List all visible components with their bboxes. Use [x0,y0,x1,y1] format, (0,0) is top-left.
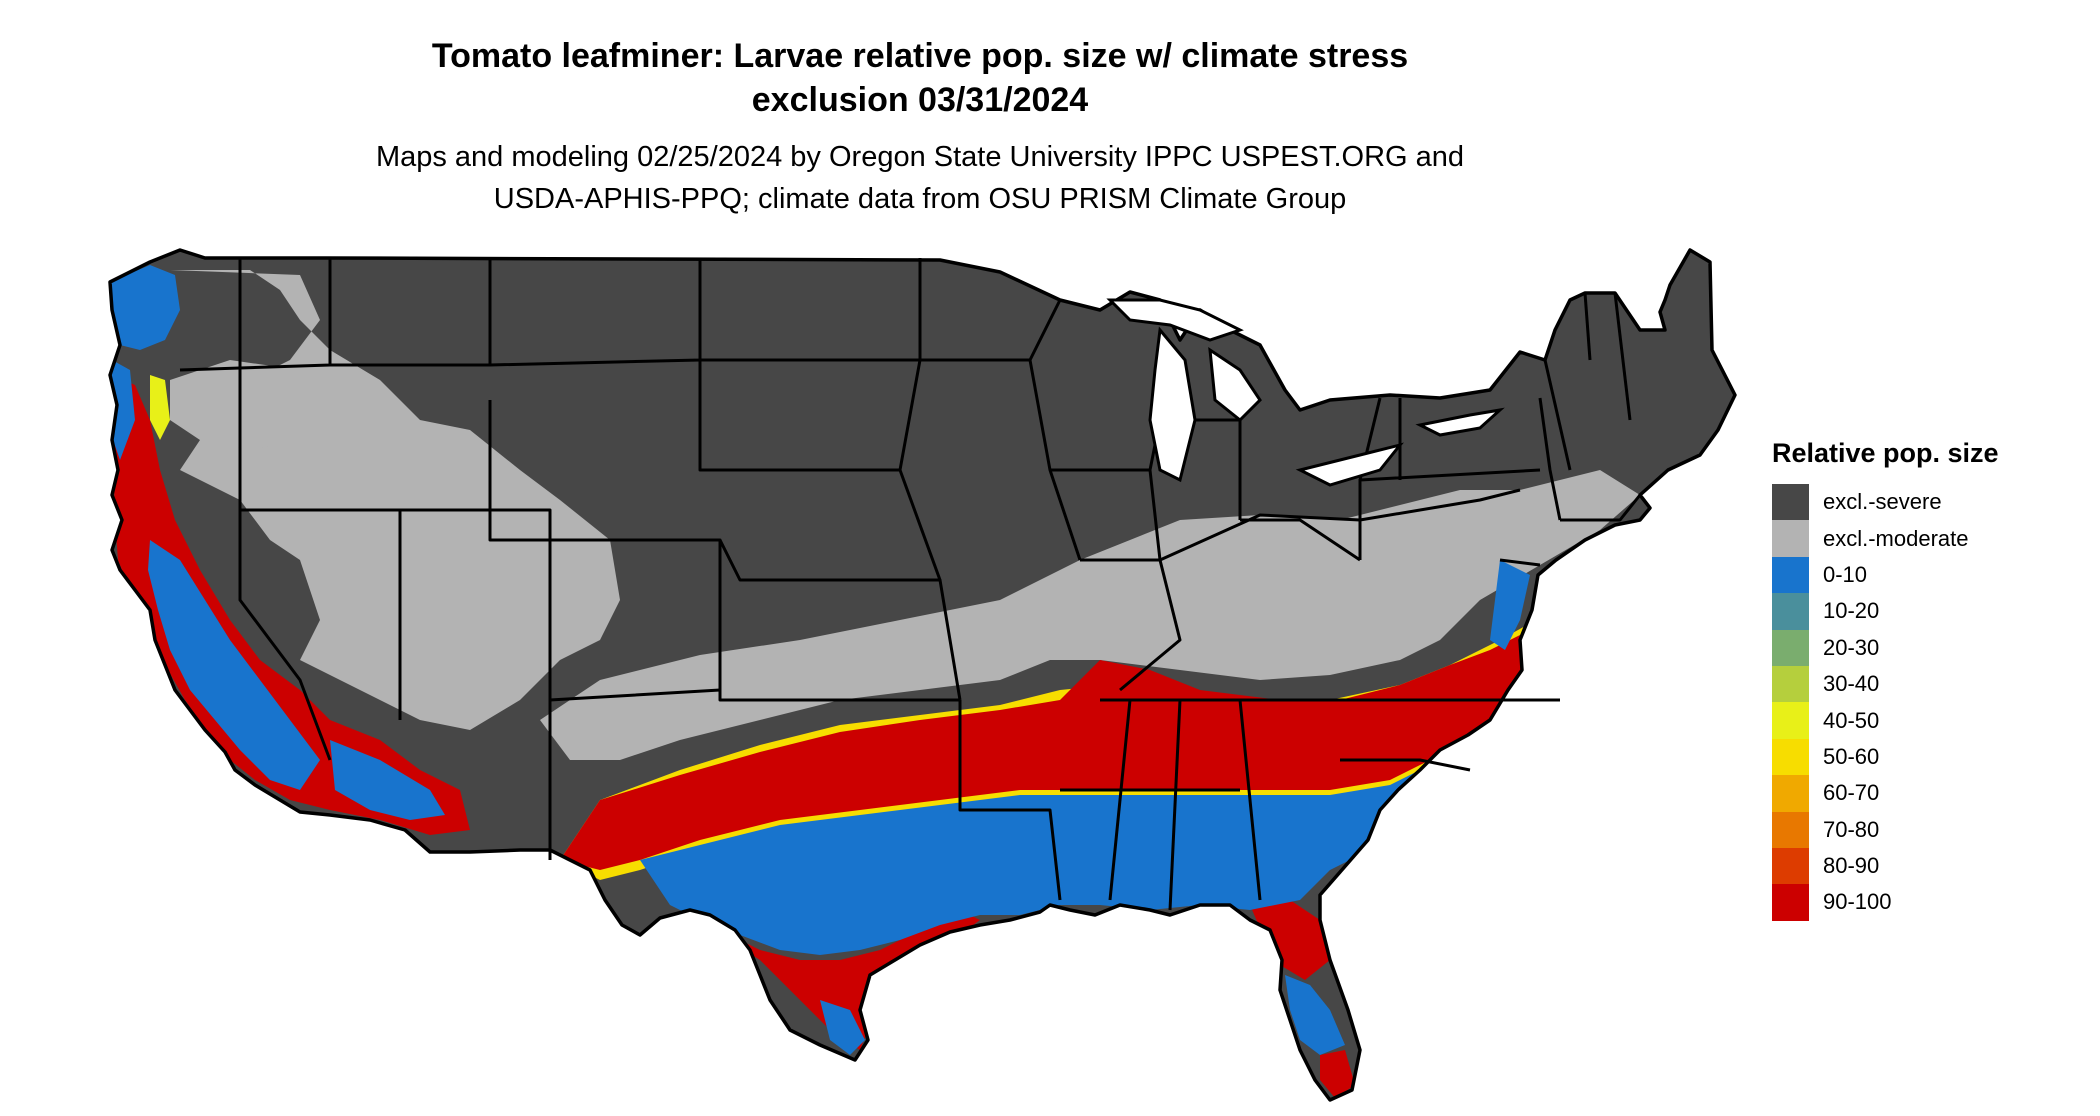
zone-high-gulf [680,910,980,1050]
legend-label: 70-80 [1823,816,1880,842]
legend-item: 40-50 [1772,702,1999,739]
title-line-1: Tomato leafminer: Larvae relative pop. s… [431,37,1409,75]
legend-label: 80-90 [1823,853,1880,879]
legend-item: 80-90 [1772,847,1999,885]
legend-item: 60-70 [1772,775,1999,812]
zone-low-oregon-coast [112,360,135,460]
legend: Relative pop. size excl.-severe excl.-mod… [1772,436,1999,921]
great-lakes [1106,298,1505,487]
zone-high-west-coast [112,375,470,835]
zone-low-arizona [330,740,445,820]
legend-label: 50-60 [1823,743,1880,769]
legend-swatch [1772,665,1809,703]
legend-swatch [1772,520,1809,557]
zone-low-atlantic [1490,560,1530,650]
legend-label: 30-40 [1823,671,1880,697]
legend-title: Relative pop. size [1772,438,1999,468]
legend-swatch [1772,702,1809,739]
legend-swatch [1772,738,1809,776]
zone-low-washington [110,265,180,350]
legend-label: excl.-moderate [1823,525,1969,551]
legend-item: excl.-moderate [1772,520,1999,557]
legend-item: 0-10 [1772,556,1999,594]
subtitle-line-2: USDA-APHIS-PPQ; climate data from OSU PR… [493,183,1347,215]
zone-low-south [640,700,1540,955]
legend-label: 10-20 [1823,598,1880,624]
legend-label: 60-70 [1823,780,1880,806]
legend-label: 0-10 [1823,561,1868,587]
legend-item: excl.-severe [1772,484,1999,521]
legend-swatch [1772,556,1809,594]
legend-swatch [1772,811,1809,848]
zone-mid-oregon [150,375,170,440]
legend-swatch [1772,847,1809,885]
legend-swatch [1772,629,1809,666]
legend-swatch [1772,884,1809,921]
subtitle-line-1: Maps and modeling 02/25/2024 by Oregon S… [375,141,1465,173]
zone-low-california [148,540,320,790]
legend-label: 40-50 [1823,707,1880,733]
legend-item: 50-60 [1772,738,1999,776]
zone-moderate-oregon [170,360,330,450]
legend-swatch [1772,593,1809,630]
legend-items: excl.-severe excl.-moderate 0-10 10-20 20-30… [1772,484,1999,921]
legend-item: 30-40 [1772,665,1999,703]
title-line-2: exclusion 03/31/2024 [751,81,1089,119]
legend-item: 90-100 [1772,884,1999,921]
legend-label: excl.-severe [1823,489,1942,515]
legend-swatch [1772,484,1809,521]
map-subtitle: Maps and modeling 02/25/2024 by Oregon S… [0,136,1840,220]
zone-moderate-east [540,470,1640,760]
legend-item: 20-30 [1772,629,1999,666]
zone-low-texas-coast [820,1000,865,1055]
zone-high-florida [1250,900,1330,980]
legend-label: 20-30 [1823,634,1880,660]
map-title: Tomato leafminer: Larvae relative pop. s… [0,34,1840,122]
legend-item: 70-80 [1772,811,1999,848]
zone-high-florida-tip [1320,1050,1355,1098]
zone-low-florida [1285,975,1345,1055]
zone-high-south [560,630,1550,870]
legend-swatch [1772,775,1809,812]
legend-item: 10-20 [1772,593,1999,630]
legend-label: 90-100 [1823,889,1892,915]
